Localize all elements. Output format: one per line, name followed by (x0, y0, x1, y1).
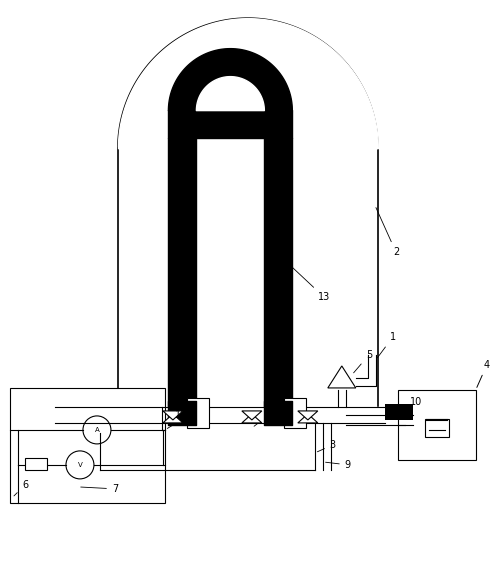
Bar (118, 148, 378, 415)
Text: 2: 2 (376, 208, 399, 257)
Polygon shape (298, 411, 318, 420)
Bar (10, 388, 165, 503)
Text: 13: 13 (292, 267, 330, 302)
Text: 3: 3 (318, 440, 336, 452)
Text: A: A (95, 427, 99, 433)
Bar (284, 398, 306, 428)
Bar (187, 398, 209, 428)
Polygon shape (242, 414, 262, 423)
Text: 6: 6 (14, 480, 28, 496)
Text: 11: 11 (254, 410, 275, 426)
Text: 9: 9 (325, 460, 351, 470)
Bar (425, 419, 449, 437)
Bar (385, 404, 413, 420)
Polygon shape (328, 366, 356, 388)
Bar (398, 390, 476, 460)
Text: 5: 5 (354, 350, 372, 373)
Text: 1: 1 (377, 332, 396, 358)
Text: V: V (77, 462, 82, 468)
Polygon shape (163, 414, 183, 423)
Polygon shape (242, 411, 262, 420)
Text: 12: 12 (174, 410, 187, 426)
Polygon shape (163, 411, 183, 420)
Bar (25, 458, 47, 470)
Text: 7: 7 (81, 484, 118, 494)
Polygon shape (298, 414, 318, 423)
Text: 10: 10 (397, 397, 422, 418)
Text: 4: 4 (477, 360, 490, 387)
Text: 8: 8 (167, 414, 186, 429)
